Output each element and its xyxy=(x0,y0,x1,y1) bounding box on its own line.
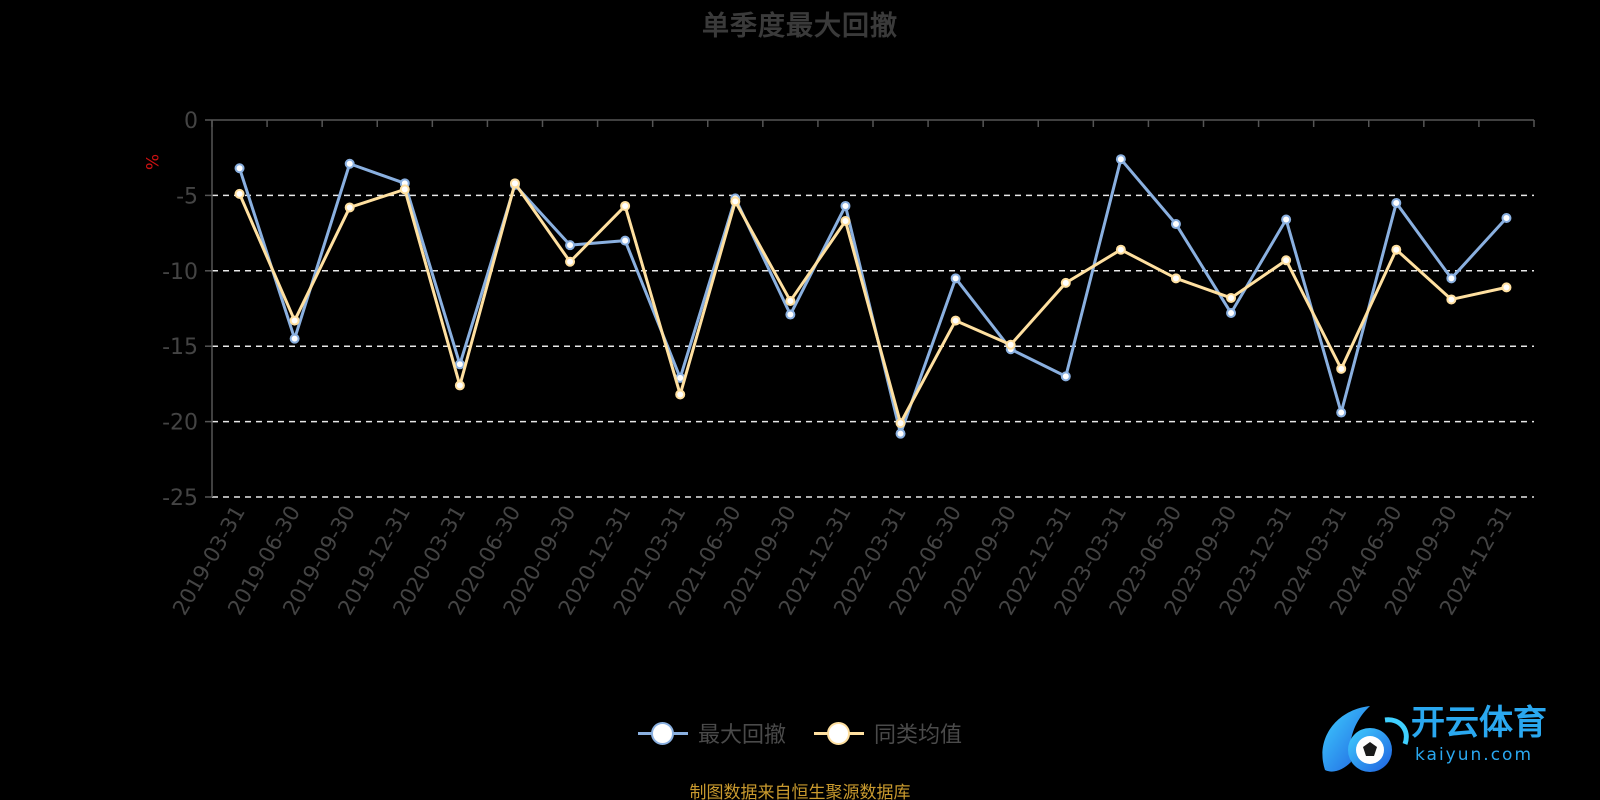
series-1-point xyxy=(1501,282,1512,293)
series-1-point xyxy=(950,315,961,326)
series-0-point xyxy=(1281,214,1292,225)
series-1-point xyxy=(454,380,465,391)
y-tick-label: -10 xyxy=(162,260,198,285)
y-tick-label: -25 xyxy=(162,486,198,511)
series-0-point xyxy=(785,309,796,320)
series-0-point xyxy=(1226,308,1237,319)
series-1-point xyxy=(1170,273,1181,284)
series-0-point xyxy=(950,273,961,284)
legend-dot-icon xyxy=(650,722,674,745)
grid-layer xyxy=(212,194,1534,498)
brand-logo: 开云体育 kaiyun.com xyxy=(1322,703,1547,772)
legend-label-max-drawdown: 最大回撤 xyxy=(697,723,786,748)
series-1-point xyxy=(895,418,906,429)
series-line-0 xyxy=(238,157,1508,436)
legend-swatch-peer-average xyxy=(814,721,864,745)
series-1-point xyxy=(1281,255,1292,266)
y-axis-unit-label: % xyxy=(141,154,161,170)
y-tick-label: -20 xyxy=(162,411,198,436)
series-1-point xyxy=(1115,244,1126,255)
legend-swatch-max-drawdown xyxy=(637,721,688,745)
y-tick-label: -5 xyxy=(176,184,198,209)
series-0-point xyxy=(620,235,631,246)
series-0-point xyxy=(1170,219,1181,230)
series-1-point xyxy=(1226,292,1237,303)
series-line-1 xyxy=(238,181,1507,425)
series-1-point xyxy=(730,196,741,207)
series-1-point xyxy=(840,216,851,227)
legend-dot-icon xyxy=(827,722,850,745)
series-layer xyxy=(234,154,1512,439)
series-0-point xyxy=(1336,407,1347,418)
series-0-point xyxy=(454,359,465,370)
series-1-point xyxy=(1060,277,1071,288)
series-0-point xyxy=(1060,371,1071,382)
logo-name-text: 开云体育 xyxy=(1411,703,1547,743)
logo-url-text: kaiyun.com xyxy=(1415,745,1533,765)
series-1-point xyxy=(1446,294,1457,305)
series-1-point xyxy=(399,184,410,195)
series-0-point xyxy=(1501,213,1512,224)
series-1-point xyxy=(1336,363,1347,374)
series-1-point xyxy=(289,315,300,326)
series-0-point xyxy=(840,200,851,211)
series-0-point xyxy=(895,428,906,439)
series-0-point xyxy=(344,158,355,169)
series-1-point xyxy=(344,202,355,213)
series-1-point xyxy=(565,256,576,267)
series-0-point xyxy=(1446,273,1457,284)
series-0-point xyxy=(565,240,576,251)
y-tick-label: 0 xyxy=(184,109,198,134)
series-1-point xyxy=(1005,339,1016,350)
series-1-point xyxy=(234,188,245,199)
series-0-point xyxy=(1391,197,1402,208)
legend-label-peer-average: 同类均值 xyxy=(874,723,963,748)
series-1-point xyxy=(785,295,796,306)
series-1-point xyxy=(509,178,520,189)
y-tick-label: -15 xyxy=(162,335,198,360)
series-0-point xyxy=(1115,154,1126,165)
logo-emblem-icon xyxy=(1322,706,1409,772)
legend-item-peer-average[interactable]: 同类均值 xyxy=(814,717,962,749)
source-note: 制图数据来自恒生聚源数据库 xyxy=(689,783,911,800)
series-1-point xyxy=(675,389,686,400)
chart-title: 单季度最大回撤 xyxy=(702,11,898,42)
series-0-point xyxy=(234,163,245,174)
axis-layer: 0-5-10-15-20-252019-03-312019-06-302019-… xyxy=(141,109,1535,619)
legend: 最大回撤 同类均值 xyxy=(0,717,1600,749)
chart-svg: 0-5-10-15-20-252019-03-312019-06-302019-… xyxy=(141,109,1535,619)
series-0-point xyxy=(289,333,300,344)
series-1-point xyxy=(620,200,631,211)
legend-item-max-drawdown[interactable]: 最大回撤 xyxy=(637,717,786,749)
series-1-point xyxy=(1391,244,1402,255)
